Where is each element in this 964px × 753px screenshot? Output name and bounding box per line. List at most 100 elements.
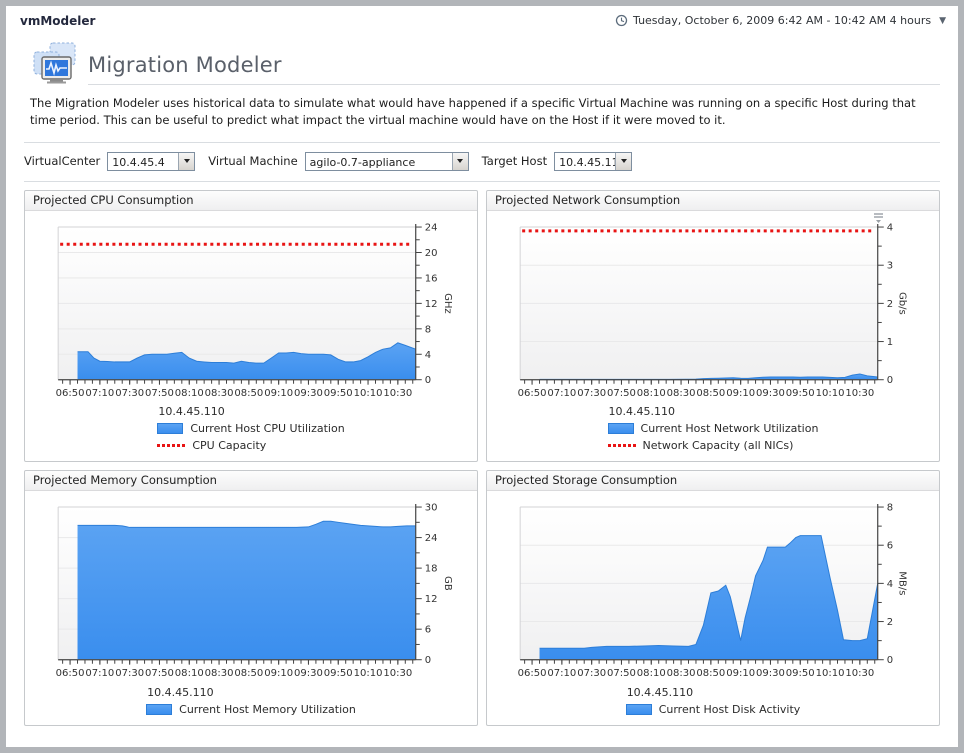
svg-text:10:30: 10:30 (383, 387, 412, 398)
capacity-swatch (157, 444, 186, 448)
svg-text:08:10: 08:10 (637, 387, 666, 398)
svg-text:08:30: 08:30 (205, 668, 234, 679)
memory-consumption-panel: Projected Memory Consumption 0 6 12 18 24 30 G… (24, 470, 478, 727)
svg-text:10:10: 10:10 (816, 387, 845, 398)
virtual-machine-value: agilo-0.7-appliance (309, 155, 416, 169)
svg-text:09:10: 09:10 (726, 387, 755, 398)
svg-text:10:10: 10:10 (354, 668, 383, 679)
target-host-dropdown[interactable]: 10.4.45.110 (554, 151, 633, 171)
dropdown-arrow-icon[interactable] (178, 152, 195, 170)
svg-text:09:10: 09:10 (264, 668, 293, 679)
svg-text:10:30: 10:30 (845, 387, 874, 398)
cpu-chart: 0 4 8 12 16 20 24 GHz 06:50 07:10 07:30 07:50 08:10 0… (25, 211, 477, 405)
svg-text:2: 2 (887, 298, 893, 309)
separator (24, 180, 940, 182)
svg-text:09:10: 09:10 (264, 387, 293, 398)
capacity-label: CPU Capacity (192, 439, 267, 453)
network-chart: 0 1 2 3 4 Gb/s 06:50 07:10 07:30 07:50 08:10 08:30 0… (487, 211, 939, 405)
svg-text:09:30: 09:30 (756, 387, 785, 398)
svg-text:24: 24 (425, 533, 438, 544)
chart-options-icon[interactable] (872, 212, 885, 225)
svg-text:08:50: 08:50 (234, 387, 263, 398)
series-swatch (146, 704, 173, 716)
virtual-machine-dropdown[interactable]: agilo-0.7-appliance (304, 151, 469, 171)
separator (24, 141, 940, 143)
svg-text:Gb/s: Gb/s (896, 292, 907, 315)
chevron-down-icon: ▼ (939, 15, 946, 26)
legend-item: Current Host CPU Utilization (157, 422, 345, 436)
storage-legend: 10.4.45.110 Current Host Disk Activity (487, 685, 939, 725)
virtualcenter-dropdown[interactable]: 10.4.45.4 (107, 151, 196, 171)
svg-text:08:30: 08:30 (205, 387, 234, 398)
svg-text:10:10: 10:10 (816, 668, 845, 679)
svg-text:07:30: 07:30 (577, 387, 606, 398)
svg-text:07:10: 07:10 (85, 668, 114, 679)
svg-text:06:50: 06:50 (518, 668, 547, 679)
series-label: Current Host Network Utilization (640, 422, 819, 436)
legend-host-label: 10.4.45.110 (147, 686, 214, 700)
charts-grid: Projected CPU Consumption 0 4 8 12 16 20 24 GHz… (6, 182, 958, 727)
memory-panel-title: Projected Memory Consumption (25, 471, 477, 492)
svg-text:07:30: 07:30 (115, 387, 144, 398)
legend-host-label: 10.4.45.110 (608, 405, 676, 419)
svg-text:07:10: 07:10 (85, 387, 114, 398)
dropdown-arrow-icon[interactable] (615, 152, 632, 170)
svg-text:10:30: 10:30 (845, 668, 874, 679)
memory-chart: 0 6 12 18 24 30 GB 06:50 07:10 07:30 07:50 08:10 08:… (25, 491, 477, 685)
svg-text:16: 16 (425, 273, 438, 284)
svg-text:30: 30 (425, 503, 438, 514)
dropdown-arrow-icon[interactable] (451, 152, 468, 170)
memory-legend: 10.4.45.110 Current Host Memory Utilizat… (25, 685, 477, 725)
virtualcenter-label: VirtualCenter (24, 154, 101, 168)
svg-text:07:10: 07:10 (547, 387, 576, 398)
svg-text:08:50: 08:50 (696, 668, 725, 679)
svg-text:6: 6 (425, 625, 431, 636)
svg-text:09:50: 09:50 (786, 668, 815, 679)
app-title: vmModeler (20, 13, 96, 28)
network-consumption-panel: Projected Network Consumption 0 1 2 3 4 Gb/s 0… (486, 189, 940, 463)
svg-text:08:10: 08:10 (175, 387, 204, 398)
svg-text:07:50: 07:50 (607, 668, 636, 679)
svg-text:08:50: 08:50 (696, 387, 725, 398)
target-host-value: 10.4.45.110 (559, 155, 615, 169)
svg-text:4: 4 (887, 579, 893, 590)
svg-text:12: 12 (425, 594, 438, 605)
svg-text:07:30: 07:30 (115, 668, 144, 679)
legend-item: Current Host Memory Utilization (146, 703, 356, 716)
svg-text:07:30: 07:30 (577, 668, 606, 679)
svg-text:2: 2 (887, 617, 893, 628)
svg-text:6: 6 (887, 541, 893, 552)
page-title: Migration Modeler (88, 53, 282, 77)
legend-item: CPU Capacity (157, 439, 344, 452)
time-range-control[interactable]: Tuesday, October 6, 2009 6:42 AM - 10:42… (615, 14, 946, 27)
legend-host-label: 10.4.45.110 (158, 405, 225, 419)
svg-text:08:30: 08:30 (667, 387, 696, 398)
svg-text:09:50: 09:50 (324, 668, 353, 679)
svg-text:1: 1 (887, 337, 893, 348)
title-underline: Migration Modeler (88, 53, 940, 85)
storage-consumption-panel: Projected Storage Consumption 0 2 4 6 8 MB/s 0… (486, 470, 940, 727)
legend-item: Current Host Network Utilization (607, 422, 819, 436)
series-label: Current Host CPU Utilization (190, 422, 345, 436)
target-host-label: Target Host (481, 154, 548, 168)
svg-text:07:50: 07:50 (145, 387, 174, 398)
svg-text:0: 0 (887, 375, 893, 386)
svg-text:0: 0 (425, 375, 431, 386)
filter-bar: VirtualCenter 10.4.45.4 Virtual Machine … (6, 143, 958, 181)
legend-item: Network Capacity (all NICs) (607, 439, 819, 452)
svg-text:0: 0 (887, 656, 893, 667)
svg-text:20: 20 (425, 248, 438, 259)
cpu-consumption-panel: Projected CPU Consumption 0 4 8 12 16 20 24 GHz… (24, 189, 478, 463)
series-label: Current Host Memory Utilization (179, 703, 356, 717)
svg-text:06:50: 06:50 (56, 387, 85, 398)
virtualcenter-value: 10.4.45.4 (112, 155, 165, 169)
svg-text:09:50: 09:50 (786, 387, 815, 398)
svg-text:09:30: 09:30 (756, 668, 785, 679)
svg-text:07:50: 07:50 (145, 668, 174, 679)
svg-text:07:10: 07:10 (547, 668, 576, 679)
svg-text:GHz: GHz (442, 293, 453, 314)
